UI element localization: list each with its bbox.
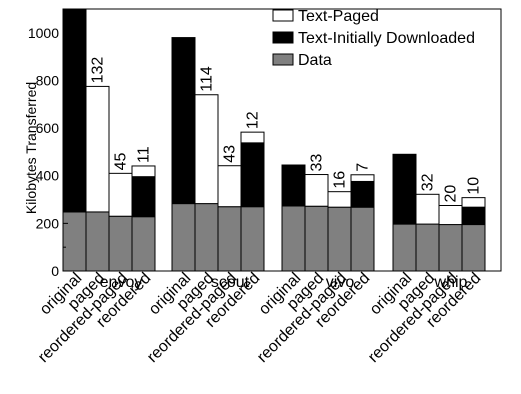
- bar-segment-data: [171, 203, 196, 272]
- data-label: 7: [355, 163, 372, 172]
- legend-label: Text-Initially Downloaded: [298, 30, 475, 47]
- legend-swatch: [272, 9, 294, 22]
- data-label: 114: [199, 66, 216, 92]
- legend-swatch: [272, 53, 294, 66]
- bar-segment-data: [281, 205, 306, 272]
- bar-segment-data: [108, 215, 133, 272]
- data-label: 10: [466, 177, 483, 195]
- x-group-label: scout: [211, 274, 250, 291]
- bar-segment-text-initially-downloaded: [281, 164, 306, 207]
- bar-segment-data: [62, 211, 87, 272]
- bar-segment-text-paged: [304, 174, 329, 207]
- data-label: 45: [113, 152, 130, 170]
- bar-segment-text-paged: [438, 205, 463, 226]
- data-label: 33: [309, 154, 326, 172]
- y-axis: 0 200 400 600 800 1000: [28, 8, 68, 279]
- legend-label: Data: [298, 52, 332, 69]
- x-group-label: whip: [434, 274, 468, 291]
- legend-label: Text-Paged: [298, 8, 379, 25]
- data-label: 16: [332, 171, 349, 189]
- y-tick-label: 600: [36, 120, 60, 136]
- bar-segment-text-paged: [217, 165, 242, 208]
- data-label: 20: [443, 185, 460, 203]
- y-tick-label: 1000: [28, 25, 59, 41]
- y-axis-title: Kilobytes Transferred: [23, 82, 39, 214]
- bar-segment-data: [304, 205, 329, 272]
- bar-segment-text-initially-downloaded: [62, 8, 87, 213]
- bar-segment-text-initially-downloaded: [240, 142, 265, 208]
- bar-segment-text-paged: [240, 131, 265, 144]
- data-label: 32: [420, 173, 437, 191]
- bar-segment-data: [194, 203, 219, 272]
- bar-segment-text-paged: [350, 174, 375, 182]
- bar-segment-data: [461, 224, 486, 272]
- bar-segment-data: [392, 223, 417, 272]
- y-tick-label: 400: [36, 168, 60, 184]
- bar-segment-text-paged: [461, 197, 486, 208]
- bar-segment-data: [217, 206, 242, 272]
- bar-segment-text-paged: [131, 165, 156, 178]
- bar-segment-text-initially-downloaded: [392, 153, 417, 225]
- bar-segment-text-paged: [327, 191, 352, 208]
- bar-segment-data: [85, 211, 110, 272]
- x-group-label: vivo: [326, 274, 355, 291]
- bar-segment-data: [327, 206, 352, 272]
- y-tick-label: 800: [36, 72, 60, 88]
- data-label: 12: [245, 111, 262, 129]
- data-label: 43: [222, 145, 239, 163]
- bar-segment-data: [131, 216, 156, 272]
- bar-segment-data: [350, 206, 375, 272]
- x-axis: originalpagedreordered-pagedreorderedenv…: [35, 266, 484, 366]
- bar-segment-text-initially-downloaded: [131, 176, 156, 218]
- y-tick-label: 200: [36, 215, 60, 231]
- x-group-label: envoy: [100, 274, 143, 291]
- bar-segment-text-paged: [415, 193, 440, 225]
- bar-segment-data: [240, 206, 265, 272]
- bar-segment-text-initially-downloaded: [461, 206, 486, 226]
- bar-segment-text-paged: [85, 85, 110, 213]
- bar-segment-data: [438, 224, 463, 272]
- data-label: 132: [90, 57, 107, 84]
- bar-segment-text-paged: [108, 172, 133, 217]
- bar-segment-text-initially-downloaded: [171, 37, 196, 205]
- y-tick-label: 0: [51, 263, 59, 279]
- bar-segment-text-initially-downloaded: [350, 180, 375, 208]
- legend-swatch: [272, 31, 294, 44]
- legend: Text-Paged Text-Initially Downloaded Data: [272, 8, 475, 69]
- bar-segment-text-paged: [194, 94, 219, 205]
- bar-segment-data: [415, 223, 440, 272]
- data-label: 11: [136, 146, 153, 163]
- plot-area: 132 45 11 114 43 12 33 16 7 32 20 10: [62, 8, 502, 272]
